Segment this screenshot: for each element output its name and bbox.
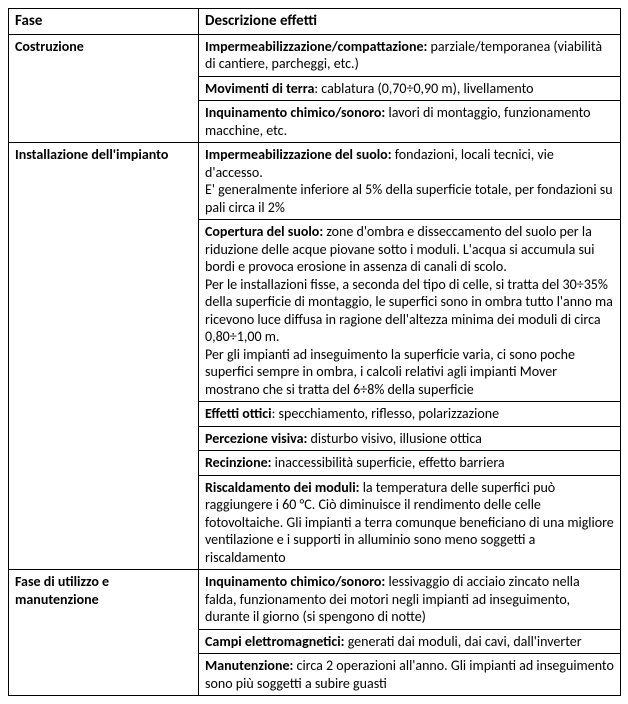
desc-cell: Campi elettromagnetici: generati dai mod…	[199, 629, 621, 654]
desc-rest: inaccessibilità superficie, effetto barr…	[272, 454, 505, 471]
phase-cell-installazione: Installazione dell'impianto	[9, 143, 199, 570]
desc-rest: generati dai moduli, dai cavi, dall'inve…	[345, 633, 582, 650]
desc-lead: Riscaldamento dei moduli:	[205, 479, 360, 496]
desc-lead: Inquinamento chimico/sonoro:	[205, 104, 385, 121]
header-desc: Descrizione effetti	[199, 9, 621, 35]
desc-lead: Movimenti di terra	[205, 80, 314, 97]
desc-cell: Recinzione: inaccessibilità superficie, …	[199, 451, 621, 476]
desc-lead: Impermeabilizzazione/compattazione:	[205, 38, 427, 55]
desc-rest: : specchiamento, riflesso, polarizzazion…	[272, 405, 499, 422]
desc-lead: Recinzione:	[205, 454, 272, 471]
header-phase: Fase	[9, 9, 199, 35]
desc-lead: Effetti ottici	[205, 405, 272, 422]
desc-lead: Inquinamento chimico/sonoro:	[205, 573, 385, 590]
desc-lead: Percezione visiva:	[205, 430, 307, 447]
table-row: Installazione dell'impianto Impermeabili…	[9, 143, 621, 220]
effects-table: Fase Descrizione effetti Costruzione Imp…	[8, 8, 621, 696]
table-row: Fase di utilizzo e manutenzione Inquinam…	[9, 570, 621, 630]
desc-cell: Manutenzione: circa 2 operazioni all'ann…	[199, 654, 621, 696]
desc-cell: Copertura del suolo: zone d'ombra e diss…	[199, 220, 621, 402]
desc-cell: Effetti ottici: specchiamento, riflesso,…	[199, 402, 621, 427]
desc-cell: Inquinamento chimico/sonoro: lavori di m…	[199, 101, 621, 143]
desc-rest: disturbo visivo, illusione ottica	[307, 430, 482, 447]
desc-cell: Riscaldamento dei moduli: la temperatura…	[199, 475, 621, 570]
desc-extra: E' generalmente inferiore al 5% della su…	[205, 181, 613, 216]
phase-cell-utilizzo: Fase di utilizzo e manutenzione	[9, 570, 199, 696]
desc-cell: Movimenti di terra: cablatura (0,70÷0,90…	[199, 76, 621, 101]
page: Fase Descrizione effetti Costruzione Imp…	[8, 8, 620, 696]
desc-cell: Inquinamento chimico/sonoro: lessivaggio…	[199, 570, 621, 630]
table-body: Costruzione Impermeabilizzazione/compatt…	[9, 34, 621, 696]
desc-cell: Impermeabilizzazione/compattazione: parz…	[199, 34, 621, 76]
desc-rest: : cablatura (0,70÷0,90 m), livellamento	[314, 80, 533, 97]
desc-lead: Campi elettromagnetici:	[205, 633, 345, 650]
table-header-row: Fase Descrizione effetti	[9, 9, 621, 35]
desc-extra: Per le installazioni fisse, a seconda de…	[205, 276, 613, 346]
phase-cell-costruzione: Costruzione	[9, 34, 199, 143]
desc-cell: Impermeabilizzazione del suolo: fondazio…	[199, 143, 621, 220]
desc-extra2: Per gli impianti ad inseguimento la supe…	[205, 346, 575, 398]
desc-lead: Manutenzione:	[205, 657, 293, 674]
desc-cell: Percezione visiva: disturbo visivo, illu…	[199, 426, 621, 451]
table-row: Costruzione Impermeabilizzazione/compatt…	[9, 34, 621, 76]
desc-lead: Copertura del suolo:	[205, 223, 323, 240]
desc-lead: Impermeabilizzazione del suolo:	[205, 146, 392, 163]
